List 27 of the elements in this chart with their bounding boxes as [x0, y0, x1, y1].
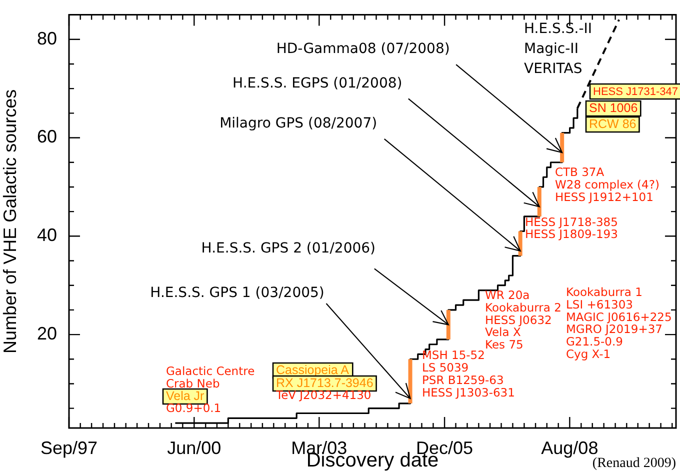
y-tick-label: 40 — [36, 225, 57, 246]
annotation: H.E.S.S.-II Magic-II VERITAS — [524, 21, 592, 77]
annotation: TeV J2032+4130 — [275, 388, 372, 402]
annotation: H.E.S.S. GPS 1 (03/2005) — [150, 285, 324, 302]
text: (Renaud 2009) — [592, 456, 676, 471]
x-tick-label: Jun/00 — [167, 438, 222, 458]
annotation: H.E.S.S. GPS 2 (01/2006) — [201, 240, 376, 256]
annotation: H.E.S.S. EGPS (01/2008) — [232, 75, 402, 92]
y-tick-label: 60 — [36, 126, 57, 147]
x-tick-label: Aug/08 — [541, 438, 598, 458]
annotation: Vela Jr — [166, 389, 204, 403]
y-tick-label: 80 — [36, 28, 57, 48]
y-axis-title: Number of VHE Galactic sources — [0, 89, 20, 354]
annotation: G0.9+0.1 — [166, 401, 222, 415]
annotation: SN 1006 — [589, 101, 638, 115]
annotation: Milagro GPS (08/2007) — [220, 116, 378, 132]
annotation: HESS J1718-385 HESS J1809-193 — [525, 215, 618, 241]
x-tick-label: Sep/97 — [40, 438, 98, 458]
annotation: CTB 37A W28 complex (4?) HESS J1912+101 — [555, 165, 660, 204]
annotation: Galactic Centre Crab Neb — [166, 364, 255, 390]
annotation: Kookaburra 1 LSI +61303 MAGIC J0616+225 MGRO J2019+37 G21.5-0.9 Cyg X-1 — [566, 285, 672, 361]
annotation: HD-Gamma08 (07/2008) — [276, 41, 450, 58]
annotation: Cassiopeia A — [276, 363, 350, 377]
annotation: HESS J1731-347 — [593, 86, 678, 98]
annotation: RCW 86 — [589, 117, 636, 131]
y-tick-label: 20 — [36, 324, 57, 344]
annotation: RX J1713.7-3946 — [276, 376, 374, 390]
